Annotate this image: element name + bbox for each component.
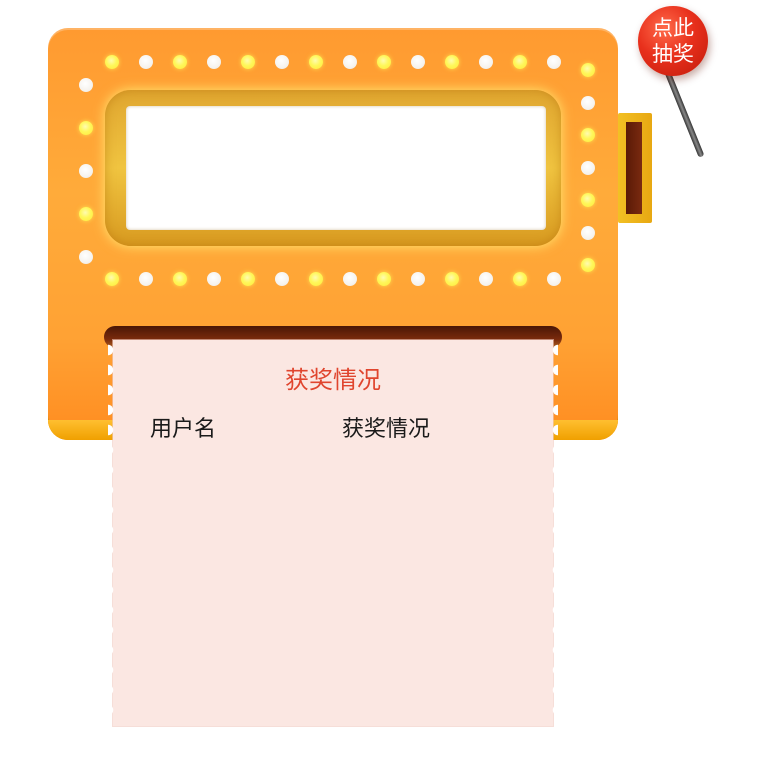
marquee-light bbox=[79, 250, 93, 264]
marquee-light bbox=[581, 258, 595, 272]
marquee-light bbox=[79, 207, 93, 221]
winners-ticket bbox=[113, 340, 553, 726]
marquee-light bbox=[241, 272, 255, 286]
draw-button-label-line1: 点此 bbox=[652, 16, 694, 40]
marquee-light bbox=[581, 63, 595, 77]
marquee-light bbox=[173, 55, 187, 69]
marquee-light bbox=[581, 128, 595, 142]
ticket-title: 获奖情况 bbox=[285, 366, 381, 394]
marquee-light bbox=[105, 272, 119, 286]
marquee-light bbox=[139, 55, 153, 69]
lever-slot bbox=[626, 122, 642, 214]
marquee-light bbox=[479, 272, 493, 286]
marquee-light bbox=[445, 55, 459, 69]
marquee-light bbox=[309, 272, 323, 286]
marquee-light bbox=[343, 272, 357, 286]
marquee-light bbox=[411, 55, 425, 69]
marquee-light bbox=[79, 164, 93, 178]
marquee-light bbox=[547, 272, 561, 286]
marquee-light bbox=[275, 55, 289, 69]
marquee-light bbox=[241, 55, 255, 69]
marquee-light bbox=[377, 272, 391, 286]
column-header-prize: 获奖情况 bbox=[342, 417, 431, 442]
marquee-light bbox=[479, 55, 493, 69]
marquee-light bbox=[139, 272, 153, 286]
marquee-light bbox=[581, 193, 595, 207]
marquee-light bbox=[411, 272, 425, 286]
marquee-light bbox=[79, 121, 93, 135]
column-header-username: 用户名 bbox=[150, 417, 217, 442]
ticket-serrated-edge-right bbox=[548, 340, 558, 726]
marquee-light bbox=[343, 55, 357, 69]
marquee-light bbox=[513, 55, 527, 69]
marquee-light bbox=[581, 96, 595, 110]
marquee-light bbox=[275, 272, 289, 286]
marquee-light bbox=[547, 55, 561, 69]
marquee-light bbox=[79, 78, 93, 92]
marquee-light bbox=[581, 161, 595, 175]
marquee-light bbox=[207, 272, 221, 286]
marquee-light bbox=[581, 226, 595, 240]
marquee-light bbox=[105, 55, 119, 69]
marquee-light bbox=[309, 55, 323, 69]
marquee-light bbox=[445, 272, 459, 286]
marquee-light bbox=[513, 272, 527, 286]
draw-button-label-line2: 抽奖 bbox=[652, 42, 694, 66]
marquee-light bbox=[377, 55, 391, 69]
draw-lottery-button[interactable]: 点此 抽奖 bbox=[638, 6, 708, 76]
ticket-serrated-edge-left bbox=[108, 340, 118, 726]
reel-display-window bbox=[126, 106, 546, 230]
marquee-light bbox=[207, 55, 221, 69]
marquee-light bbox=[173, 272, 187, 286]
